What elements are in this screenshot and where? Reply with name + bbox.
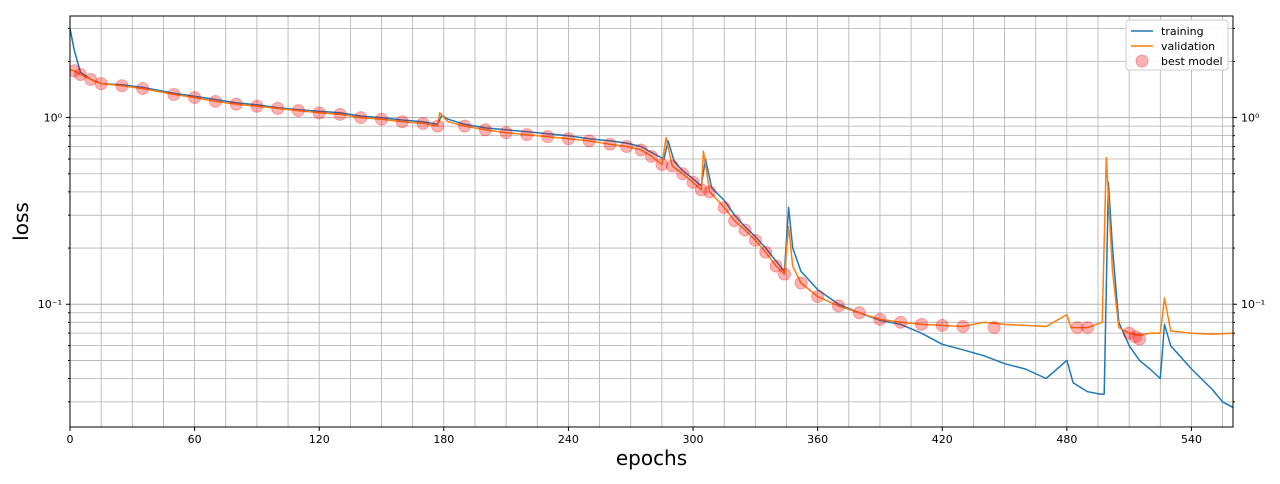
x-tick-label: 360 bbox=[807, 433, 828, 446]
best-model-point bbox=[431, 119, 445, 133]
legend-box bbox=[1125, 19, 1229, 71]
y-tick-label: 10⁰ bbox=[44, 112, 63, 125]
x-tick-label: 420 bbox=[932, 433, 953, 446]
x-tick-label: 480 bbox=[1056, 433, 1077, 446]
x-axis-label: epochs bbox=[616, 446, 687, 470]
best-model-point bbox=[738, 223, 752, 237]
best-model-point bbox=[603, 137, 617, 151]
best-model-point bbox=[1133, 332, 1147, 346]
best-model-point bbox=[645, 149, 658, 163]
best-model-point bbox=[333, 107, 347, 121]
best-model-point bbox=[1070, 321, 1084, 335]
best-model-point bbox=[665, 159, 679, 173]
validation-line bbox=[70, 69, 1233, 337]
tick-labels: 0 60 120 180 240 300 360 420 480 540 10⁻¹ 10⁻¹ 10⁰ 10… bbox=[38, 112, 1265, 446]
x-tick-label: 300 bbox=[683, 433, 704, 446]
best-model-point bbox=[561, 132, 575, 146]
best-model-point bbox=[1122, 326, 1136, 340]
best-model-point bbox=[188, 91, 202, 105]
best-model-point bbox=[703, 185, 717, 199]
y-tick-label: 10⁻¹ bbox=[38, 298, 62, 311]
best-model-markers bbox=[70, 64, 1147, 346]
legend-marker-best-model bbox=[1135, 54, 1149, 68]
best-model-point bbox=[416, 116, 430, 130]
best-model-point bbox=[634, 143, 648, 157]
best-model-point bbox=[499, 126, 513, 140]
best-model-point bbox=[811, 290, 825, 304]
best-model-point bbox=[70, 64, 81, 78]
best-model-point bbox=[229, 97, 243, 111]
best-model-point bbox=[354, 111, 368, 125]
best-model-point bbox=[894, 315, 908, 329]
best-model-point bbox=[620, 139, 634, 153]
best-model-point bbox=[777, 267, 791, 281]
legend-label: validation bbox=[1161, 40, 1215, 53]
best-model-point bbox=[115, 79, 129, 93]
x-tick-label: 60 bbox=[188, 433, 202, 446]
y-tick-label-right: 10⁻¹ bbox=[1241, 298, 1265, 311]
best-model-point bbox=[873, 312, 887, 326]
plot-frame bbox=[69, 15, 1234, 428]
best-model-point bbox=[208, 94, 222, 108]
axes bbox=[66, 15, 1237, 431]
best-model-point bbox=[794, 276, 808, 290]
best-model-point bbox=[541, 130, 555, 144]
best-model-point bbox=[769, 259, 783, 273]
y-axis-label: loss bbox=[9, 202, 33, 241]
best-model-point bbox=[935, 318, 949, 332]
best-model-point bbox=[1128, 330, 1142, 344]
best-model-point bbox=[94, 77, 108, 91]
best-model-point bbox=[84, 72, 98, 86]
x-tick-label: 120 bbox=[309, 433, 330, 446]
x-tick-label: 180 bbox=[433, 433, 454, 446]
best-model-point bbox=[956, 319, 970, 333]
best-model-point bbox=[582, 134, 596, 148]
best-model-point bbox=[987, 321, 1001, 335]
x-tick-label: 240 bbox=[558, 433, 579, 446]
y-tick-label-right: 10⁰ bbox=[1241, 112, 1260, 125]
best-model-point bbox=[728, 214, 742, 228]
best-model-point bbox=[375, 112, 389, 126]
legend: training validation best model bbox=[1125, 19, 1229, 71]
best-model-point bbox=[676, 167, 690, 181]
legend-label: training bbox=[1161, 25, 1204, 38]
best-model-point bbox=[831, 299, 845, 313]
legend-label: best model bbox=[1161, 55, 1223, 68]
best-model-point bbox=[312, 106, 326, 120]
best-model-point bbox=[291, 104, 305, 118]
best-model-point bbox=[458, 119, 472, 133]
training-line bbox=[70, 28, 1233, 409]
best-model-point bbox=[852, 306, 866, 320]
best-model-point bbox=[478, 123, 492, 137]
best-model-point bbox=[250, 99, 264, 113]
best-model-point bbox=[717, 200, 731, 214]
best-model-point bbox=[271, 101, 285, 115]
x-tick-label: 540 bbox=[1181, 433, 1202, 446]
grid bbox=[69, 16, 1233, 427]
x-tick-label: 0 bbox=[67, 433, 74, 446]
best-model-point bbox=[748, 233, 762, 247]
best-model-point bbox=[694, 183, 708, 197]
best-model-point bbox=[520, 128, 534, 142]
best-model-point bbox=[759, 245, 773, 259]
best-model-point bbox=[686, 175, 700, 189]
best-model-point bbox=[395, 115, 409, 129]
best-model-point bbox=[73, 68, 87, 82]
best-model-point bbox=[914, 317, 928, 331]
series-layer bbox=[70, 28, 1233, 409]
best-model-point bbox=[655, 158, 669, 172]
best-model-point bbox=[136, 82, 150, 96]
best-model-point bbox=[1081, 321, 1095, 335]
best-model-point bbox=[167, 87, 181, 101]
